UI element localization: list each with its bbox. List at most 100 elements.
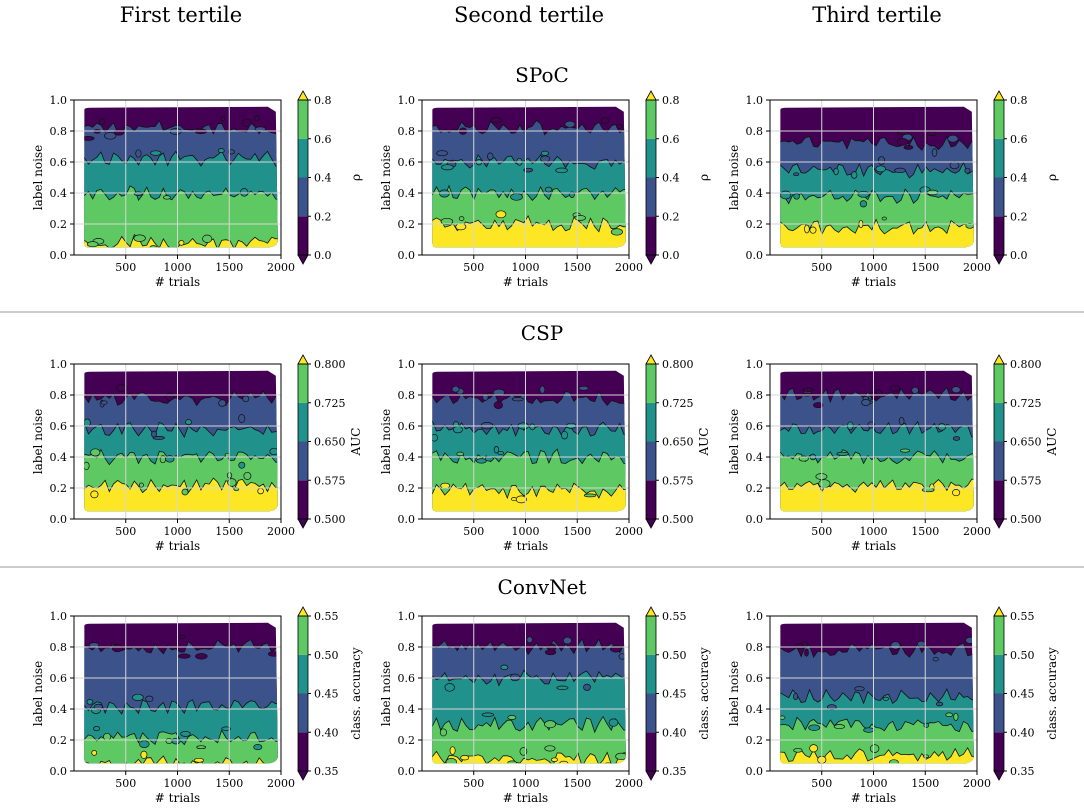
colorbar-segment: [646, 402, 656, 442]
y-tick-label: 1.0: [50, 610, 68, 623]
contour-island: [139, 740, 150, 748]
contour-island: [152, 436, 165, 440]
colorbar: 0.0 0.2 0.4 0.6 0.8 ρ: [993, 90, 1059, 265]
colorbar-segment: [646, 364, 656, 403]
y-tick-label: 0.2: [50, 482, 68, 495]
y-tick-label: 0.6: [746, 420, 764, 433]
colorbar-tick-label: 0.6: [1010, 133, 1028, 146]
contour-island: [809, 226, 817, 234]
colorbar-segment: [646, 654, 656, 694]
panel-csp-1: 500 1000 1500 2000 0.0 0.2 0.4 0.6 0.8 1.0 # trial…: [31, 354, 363, 553]
colorbar-segment: [298, 100, 308, 139]
contour-island: [492, 388, 505, 397]
contour-island: [947, 134, 959, 143]
y-axis-label: label noise: [727, 145, 741, 210]
contour-island: [881, 216, 887, 221]
y-tick-label: 0.4: [50, 451, 68, 464]
contour-island: [952, 489, 961, 497]
contour-island: [104, 132, 117, 140]
grid: [770, 616, 977, 771]
y-tick-label: 0.2: [398, 482, 416, 495]
contour-island: [106, 250, 114, 257]
colorbar-tick-label: 0.50: [314, 649, 339, 662]
colorbar-tick-label: 0.800: [314, 358, 346, 371]
contour-island: [896, 138, 909, 146]
colorbar-tick-label: 0.0: [1010, 249, 1028, 262]
contour-island: [551, 757, 558, 762]
colorbar-extend-max: [993, 354, 1005, 365]
colorbar: 0.35 0.40 0.45 0.50 0.55 class. accuracy: [645, 606, 711, 781]
contour-island: [854, 686, 865, 692]
panel-convnet-2: 500 1000 1500 2000 0.0 0.2 0.4 0.6 0.8 1.0 # trial…: [379, 606, 711, 805]
y-tick-label: 0.2: [746, 218, 764, 231]
colorbar-segment: [994, 364, 1004, 403]
colorbar-segment: [994, 100, 1004, 139]
contour-island: [808, 724, 821, 731]
contour-island: [882, 696, 889, 701]
contour-island: [889, 759, 899, 764]
contour-island: [953, 712, 959, 721]
contour-island: [793, 692, 799, 701]
colorbar-segment: [646, 616, 656, 655]
x-tick-label: 500: [811, 777, 832, 790]
contour-island: [833, 167, 839, 176]
contour-island: [793, 747, 803, 753]
x-tick-label: 1000: [512, 777, 540, 790]
panel-spoc-1: 500 1000 1500 2000 0.0 0.2 0.4 0.6 0.8 1.0 # trial…: [31, 90, 363, 289]
contour-island: [555, 167, 568, 174]
column-title-first: First tertile: [120, 3, 242, 27]
colorbar-segment: [646, 441, 656, 481]
contour-island: [228, 149, 235, 155]
colorbar-extend-max: [297, 354, 309, 365]
contour-island: [482, 393, 489, 401]
colorbar-extend-min: [645, 254, 657, 265]
contour-island: [212, 768, 220, 774]
colorbar-tick-label: 0.500: [314, 513, 346, 526]
contour-island: [602, 762, 614, 764]
contour-island: [100, 400, 108, 405]
contour-island: [949, 161, 960, 170]
y-tick-label: 0.8: [50, 389, 68, 402]
y-tick-label: 0.0: [746, 249, 764, 262]
contour-island: [254, 115, 260, 122]
contour-band-4: [780, 746, 974, 764]
panel-csp-3: 500 1000 1500 2000 0.0 0.2 0.4 0.6 0.8 1.0 # trial…: [727, 354, 1059, 553]
y-axis-label: label noise: [727, 661, 741, 726]
colorbar-tick-label: 0.8: [662, 94, 680, 107]
y-axis-label: label noise: [727, 409, 741, 474]
y-tick-label: 0.6: [398, 672, 416, 685]
colorbar-extend-min: [645, 518, 657, 529]
contour-island: [116, 383, 128, 392]
y-tick-label: 0.6: [746, 156, 764, 169]
colorbar-segment: [298, 732, 308, 771]
contour-island: [890, 641, 901, 650]
contour-island: [242, 118, 252, 128]
contour-island: [931, 148, 938, 157]
contour-island: [432, 433, 438, 442]
x-tick-label: 1500: [563, 777, 591, 790]
y-tick-label: 0.8: [398, 125, 416, 138]
contour-island: [540, 150, 549, 156]
contour-area: [84, 106, 278, 257]
x-axis-label: # trials: [851, 539, 896, 553]
colorbar: 0.35 0.40 0.45 0.50 0.55 class. accuracy: [993, 606, 1059, 781]
x-tick-label: 500: [463, 261, 484, 274]
y-tick-label: 1.0: [398, 358, 416, 371]
y-tick-label: 0.4: [50, 187, 68, 200]
colorbar-tick-label: 0.35: [662, 765, 687, 778]
contour-island: [608, 718, 619, 727]
y-axis-label: label noise: [379, 661, 393, 726]
x-tick-label: 1500: [911, 525, 939, 538]
x-tick-label: 500: [115, 525, 136, 538]
colorbar-tick-label: 0.45: [1010, 688, 1035, 701]
grid: [422, 616, 629, 771]
colorbar-tick-label: 0.2: [662, 210, 680, 223]
x-tick-label: 500: [463, 777, 484, 790]
y-tick-label: 1.0: [50, 358, 68, 371]
colorbar-tick-label: 0.800: [1010, 358, 1042, 371]
contour-island: [583, 493, 597, 498]
colorbar-segment: [646, 100, 656, 139]
y-tick-label: 0.0: [398, 249, 416, 262]
contour-island: [511, 497, 517, 502]
